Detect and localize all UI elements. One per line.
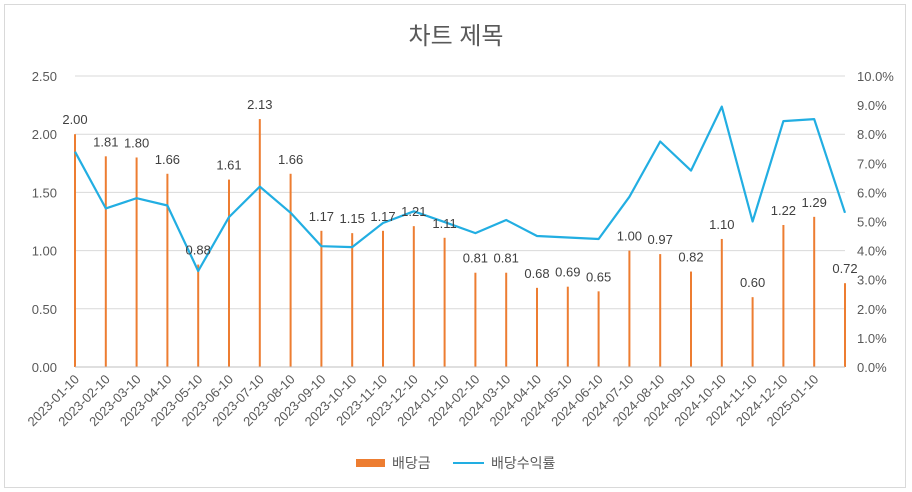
y-right-tick-label: 9.0% xyxy=(857,98,887,113)
y-left-tick-label: 1.50 xyxy=(32,185,57,200)
bar xyxy=(258,119,261,368)
bar-data-label: 1.17 xyxy=(309,209,334,224)
y-right-tick-label: 0.0% xyxy=(857,360,887,375)
bar-data-label: 1.11 xyxy=(432,216,456,231)
legend: 배당금 배당수익률 xyxy=(356,455,556,471)
line-series xyxy=(74,105,847,273)
bar xyxy=(412,226,415,367)
bar xyxy=(597,291,600,367)
bar-data-label: 1.80 xyxy=(124,135,149,150)
bar xyxy=(289,173,292,367)
y-left-tick-label: 2.00 xyxy=(32,127,57,142)
bar-data-label: 0.69 xyxy=(555,265,580,280)
bar-data-label: 1.81 xyxy=(93,134,118,149)
y-right-tick-label: 1.0% xyxy=(857,331,887,346)
bar-data-label: 2.00 xyxy=(62,112,87,127)
y-right-tick-label: 6.0% xyxy=(857,185,887,200)
left-axis: 0.00 0.50 1.00 1.50 2.00 2.50 xyxy=(32,69,57,375)
y-right-tick-label: 4.0% xyxy=(857,244,887,259)
bar-data-label: 1.21 xyxy=(401,204,426,219)
y-right-tick-label: 5.0% xyxy=(857,215,887,230)
y-right-tick-label: 7.0% xyxy=(857,156,887,171)
legend-swatch-dividend xyxy=(356,459,385,467)
chart-frame xyxy=(4,4,906,488)
bar xyxy=(351,233,354,367)
bar-series xyxy=(74,119,846,368)
bar xyxy=(720,238,723,367)
right-axis: 0.0% 1.0% 2.0% 3.0% 4.0% 5.0% 6.0% 7.0% 8.0% 9.0%… xyxy=(857,69,894,375)
bar xyxy=(505,272,508,367)
bar xyxy=(104,156,107,367)
bar-data-label: 0.60 xyxy=(740,275,765,290)
bar xyxy=(628,250,631,367)
bar xyxy=(536,287,538,367)
bar-data-label: 1.29 xyxy=(802,195,827,210)
bar-data-label: 0.65 xyxy=(586,269,611,284)
legend-label-dividend: 배당금 xyxy=(392,455,431,471)
bar xyxy=(659,254,662,367)
x-axis: 2023-01-102023-02-102023-03-102023-04-10… xyxy=(24,366,845,429)
y-left-tick-label: 1.00 xyxy=(32,244,57,259)
bar-data-label: 0.97 xyxy=(648,232,673,247)
bar-data-label: 1.00 xyxy=(617,229,642,244)
bar xyxy=(566,286,569,367)
bar-data-label: 1.17 xyxy=(370,209,395,224)
y-right-tick-label: 2.0% xyxy=(857,302,887,317)
bar xyxy=(166,173,169,367)
bar-data-label: 0.81 xyxy=(494,251,519,266)
y-right-tick-label: 3.0% xyxy=(857,273,887,288)
bar-data-label: 0.88 xyxy=(186,243,211,258)
bar-data-label: 1.66 xyxy=(155,152,180,167)
bar-data-label: 1.10 xyxy=(709,217,734,232)
chart-title: 차트 제목 xyxy=(409,23,504,50)
bar xyxy=(474,272,477,367)
y-right-tick-label: 10.0% xyxy=(857,69,894,84)
bar xyxy=(443,237,446,367)
bar xyxy=(197,264,200,367)
bar xyxy=(228,179,230,367)
bar xyxy=(690,271,692,367)
bar-data-label: 0.72 xyxy=(832,261,857,276)
y-left-tick-label: 0.00 xyxy=(32,360,57,375)
bar xyxy=(135,157,138,367)
bar xyxy=(74,134,76,367)
bar-data-label: 0.81 xyxy=(463,251,488,266)
bar xyxy=(844,283,846,367)
bar xyxy=(813,216,816,367)
yield-line xyxy=(74,105,847,273)
bar xyxy=(320,230,323,367)
bar xyxy=(751,297,754,367)
bar-data-label: 1.15 xyxy=(340,211,365,226)
bar-data-label: 0.68 xyxy=(524,266,549,281)
y-right-tick-label: 8.0% xyxy=(857,127,887,142)
bar-data-label: 1.66 xyxy=(278,152,303,167)
bar xyxy=(782,224,785,367)
bar-data-label: 1.61 xyxy=(216,158,241,173)
bar xyxy=(382,230,384,367)
bar-data-label: 1.22 xyxy=(771,203,796,218)
y-left-tick-label: 0.50 xyxy=(32,302,57,317)
data-labels: 2.00 1.81 1.80 1.66 0.88 1.61 2.13 1.66 1.17 1.15… xyxy=(62,97,857,290)
bar-data-label: 0.82 xyxy=(678,250,703,265)
y-left-tick-label: 2.50 xyxy=(32,69,57,84)
legend-label-yield: 배당수익률 xyxy=(491,455,556,471)
bar-data-label: 2.13 xyxy=(247,97,272,112)
